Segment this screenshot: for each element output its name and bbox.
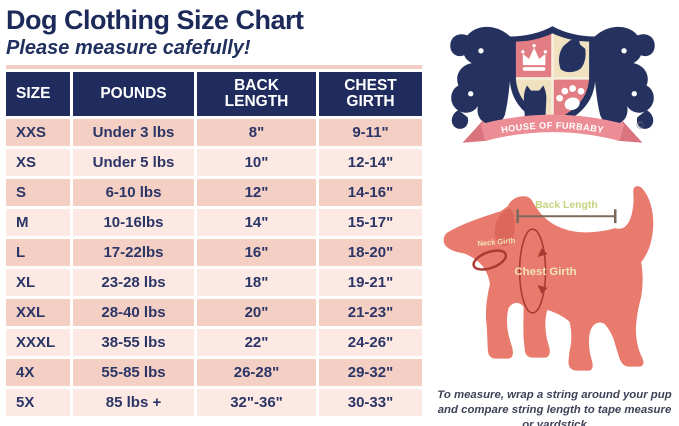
pounds-cell: Under 3 lbs	[73, 119, 194, 147]
pounds-cell: 23-28 lbs	[73, 269, 194, 297]
banner-text: HOUSE OF FURBABY	[500, 120, 604, 135]
chest-girth-cell: 21-23"	[319, 299, 422, 327]
dog-silhouette	[443, 186, 654, 371]
size-cell: S	[6, 179, 70, 207]
flourish-right-icon	[591, 26, 655, 129]
table-row: M 10-16lbs 14" 15-17"	[6, 209, 422, 237]
crest-shield	[509, 26, 596, 129]
dog-ear	[494, 208, 515, 246]
table-row: 5X 85 lbs + 32"-36" 30-33"	[6, 389, 422, 417]
back-length-cell: 22"	[197, 329, 316, 357]
table-row: XS Under 5 lbs 10" 12-14"	[6, 149, 422, 177]
back-length-cell: 10"	[197, 149, 316, 177]
pounds-cell: 28-40 lbs	[73, 299, 194, 327]
header-pounds: POUNDS	[73, 72, 194, 117]
dog-head-icon	[558, 36, 586, 73]
header-size: SIZE	[6, 72, 70, 117]
size-cell: XS	[6, 149, 70, 177]
size-cell: XXL	[6, 299, 70, 327]
back-length-label: Back Length	[535, 200, 598, 211]
pounds-cell: 10-16lbs	[73, 209, 194, 237]
back-length-cell: 20"	[197, 299, 316, 327]
chest-girth-cell: 19-21"	[319, 269, 422, 297]
chest-girth-label: Chest Girth	[514, 266, 576, 278]
chest-girth-cell: 29-32"	[319, 359, 422, 387]
table-top-border	[6, 65, 422, 70]
chest-girth-cell: 9-11"	[319, 119, 422, 147]
neck-girth-ring	[472, 249, 508, 271]
copyright-mark: ©	[636, 120, 644, 131]
back-length-cell: 8"	[197, 119, 316, 147]
table-row: XXL 28-40 lbs 20" 21-23"	[6, 299, 422, 327]
size-cell: XXS	[6, 119, 70, 147]
chest-girth-arrow	[518, 228, 548, 314]
back-length-cell: 12"	[197, 179, 316, 207]
measuring-instructions: To measure, wrap a string around your pu…	[437, 389, 672, 426]
dog-measurement-diagram: Back Length Neck Girth Chest Girth	[443, 186, 654, 371]
cat-head-icon	[523, 85, 547, 120]
chest-girth-cell: 30-33"	[319, 389, 422, 417]
table-row: S 6-10 lbs 12" 14-16"	[6, 179, 422, 207]
illustration-section: HOUSE OF FURBABY © Back Length Neck Girt…	[430, 0, 679, 426]
flourish-left-icon	[450, 26, 514, 129]
subtitle: Please measure cafefully!	[6, 37, 251, 60]
chest-girth-cell: 15-17"	[319, 209, 422, 237]
chest-girth-cell: 18-20"	[319, 239, 422, 267]
pounds-cell: 55-85 lbs	[73, 359, 194, 387]
pounds-cell: 6-10 lbs	[73, 179, 194, 207]
page-title: Dog Clothing Size Chart	[6, 5, 304, 35]
size-table: SIZE POUNDS BACK LENGTH CHEST GIRTH XXS …	[6, 72, 422, 417]
back-length-cell: 16"	[197, 239, 316, 267]
back-length-line	[516, 209, 617, 224]
chest-girth-cell: 14-16"	[319, 179, 422, 207]
header-back-length: BACK LENGTH	[197, 72, 316, 117]
table-row: XL 23-28 lbs 18" 19-21"	[6, 269, 422, 297]
size-cell: M	[6, 209, 70, 237]
size-cell: XL	[6, 269, 70, 297]
neck-girth-label: Neck Girth	[477, 236, 516, 248]
pounds-cell: Under 5 lbs	[73, 149, 194, 177]
pounds-cell: 38-55 lbs	[73, 329, 194, 357]
back-length-cell: 18"	[197, 269, 316, 297]
size-cell: L	[6, 239, 70, 267]
size-cell: XXXL	[6, 329, 70, 357]
back-length-cell: 14"	[197, 209, 316, 237]
header-chest-girth: CHEST GIRTH	[319, 72, 422, 117]
table-row: L 17-22lbs 16" 18-20"	[6, 239, 422, 267]
size-cell: 5X	[6, 389, 70, 417]
table-row: 4X 55-85 lbs 26-28" 29-32"	[6, 359, 422, 387]
pounds-cell: 17-22lbs	[73, 239, 194, 267]
table-row: XXXL 38-55 lbs 22" 24-26"	[6, 329, 422, 357]
back-length-cell: 26-28"	[197, 359, 316, 387]
chest-girth-cell: 24-26"	[319, 329, 422, 357]
chest-girth-cell: 12-14"	[319, 149, 422, 177]
table-section: Dog Clothing Size Chart Please measure c…	[6, 5, 422, 419]
table-row: XXS Under 3 lbs 8" 9-11"	[6, 119, 422, 147]
back-length-cell: 32"-36"	[197, 389, 316, 417]
pounds-cell: 85 lbs +	[73, 389, 194, 417]
house-of-furbaby-logo: HOUSE OF FURBABY ©	[450, 26, 655, 143]
table-header-row: SIZE POUNDS BACK LENGTH CHEST GIRTH	[6, 72, 422, 117]
ribbon-banner: HOUSE OF FURBABY ©	[462, 114, 644, 143]
size-cell: 4X	[6, 359, 70, 387]
crown-icon	[521, 44, 547, 71]
paw-icon	[556, 85, 585, 111]
